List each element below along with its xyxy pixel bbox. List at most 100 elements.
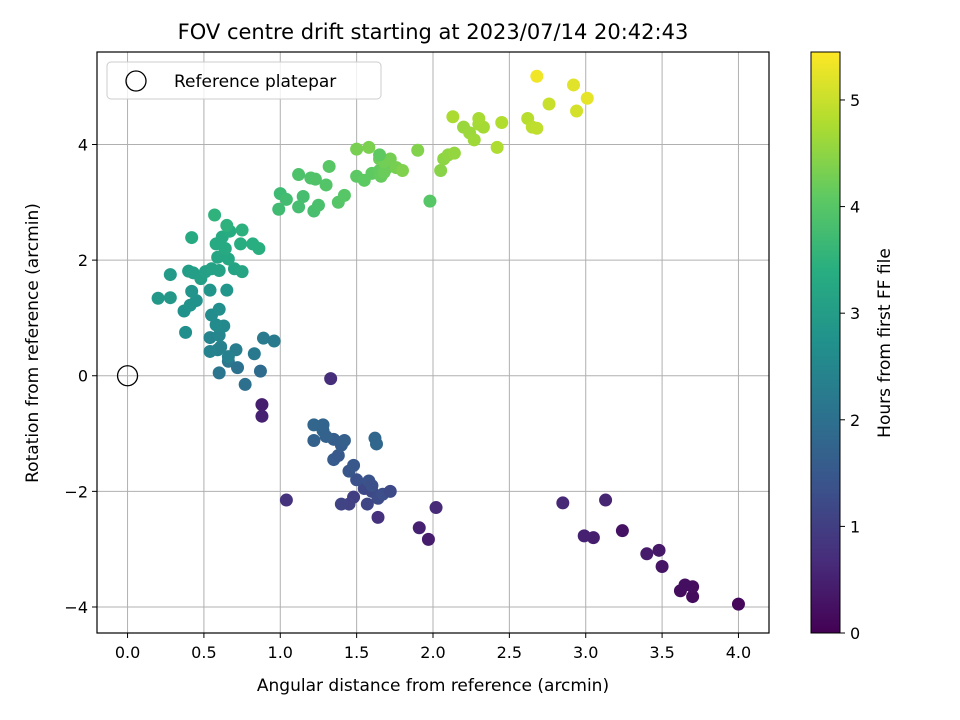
y-tick-label: −4	[64, 598, 88, 617]
x-axis-ticks: 0.0 0.5 1.0 1.5 2.0 2.5 3.0 3.5 4.0	[115, 633, 751, 662]
legend-open-circle-icon	[125, 70, 147, 92]
data-point	[292, 200, 306, 214]
data-point	[235, 265, 249, 279]
data-point	[234, 237, 248, 251]
colorbar-tick-label: 4	[850, 198, 860, 217]
colorbar-gradient	[810, 51, 841, 634]
data-point	[556, 496, 570, 510]
grid-lines	[97, 52, 769, 633]
data-point	[447, 146, 461, 160]
colorbar-ticks: 0 1 2 3 4 5	[840, 91, 860, 643]
data-point	[350, 142, 364, 156]
data-point	[360, 497, 374, 511]
y-axis-ticks: −4 −2 0 2 4	[64, 135, 97, 617]
data-point	[331, 449, 345, 463]
data-point	[412, 521, 426, 535]
data-point	[429, 501, 443, 515]
data-point	[267, 334, 281, 348]
reference-marker	[116, 365, 139, 387]
data-point	[655, 560, 669, 574]
data-point	[231, 361, 245, 375]
data-point	[247, 347, 261, 361]
data-point	[365, 479, 379, 493]
data-point	[495, 116, 509, 130]
y-tick-label: −2	[64, 482, 88, 501]
data-point	[446, 110, 460, 124]
colorbar-tick-label: 5	[850, 91, 860, 110]
data-point	[296, 190, 310, 204]
colorbar-tick-label: 1	[850, 517, 860, 536]
x-tick-label: 4.0	[726, 643, 751, 662]
colorbar: 0 1 2 3 4 5 Hours from first FF file	[810, 51, 895, 643]
data-point	[179, 325, 193, 339]
colorbar-tick-label: 0	[850, 624, 860, 643]
y-tick-label: 2	[78, 251, 88, 270]
data-point	[615, 524, 629, 538]
data-point	[347, 458, 361, 472]
data-point	[183, 298, 197, 312]
y-axis-label: Rotation from reference (arcmin)	[23, 203, 43, 483]
data-point	[316, 418, 330, 432]
data-point	[411, 143, 425, 157]
data-point	[212, 366, 226, 380]
x-tick-label: 2.5	[497, 643, 522, 662]
data-point	[362, 140, 376, 154]
y-tick-label: 0	[78, 367, 88, 386]
data-point	[238, 377, 252, 391]
data-point	[319, 178, 333, 192]
chart-title: FOV centre drift starting at 2023/07/14 …	[178, 20, 689, 44]
data-point	[203, 344, 217, 358]
x-tick-label: 0.0	[115, 643, 140, 662]
data-point	[652, 543, 666, 557]
colorbar-label: Hours from first FF file	[875, 248, 895, 438]
legend-box	[106, 61, 382, 100]
data-point	[255, 409, 269, 423]
data-point	[490, 140, 504, 154]
data-point	[421, 532, 435, 546]
data-point	[292, 168, 306, 182]
data-point	[212, 302, 226, 316]
data-point	[731, 597, 745, 611]
data-point	[640, 547, 654, 561]
y-tick-label: 4	[78, 135, 88, 154]
data-point	[255, 398, 269, 412]
data-point	[308, 172, 322, 186]
data-point	[272, 202, 286, 216]
data-point	[423, 194, 437, 208]
data-point	[530, 69, 544, 83]
data-point	[185, 231, 199, 245]
data-point	[577, 529, 591, 543]
x-tick-label: 1.0	[268, 643, 293, 662]
legend-entry-reference: Reference platepar	[174, 72, 336, 92]
data-point	[580, 91, 594, 105]
data-point	[467, 133, 481, 147]
data-point	[434, 164, 448, 178]
colorbar-tick-label: 2	[850, 411, 860, 430]
data-point	[686, 590, 700, 604]
colorbar-tick-label: 3	[850, 304, 860, 323]
data-point	[395, 164, 409, 178]
x-axis-label: Angular distance from reference (arcmin)	[257, 676, 609, 696]
data-point	[567, 78, 581, 92]
data-point	[530, 121, 544, 135]
data-point	[208, 208, 222, 222]
data-point	[324, 372, 338, 386]
data-point	[373, 148, 387, 162]
data-point	[369, 437, 383, 451]
data-point	[185, 284, 199, 298]
legend: Reference platepar	[106, 61, 382, 100]
data-point	[337, 188, 351, 202]
data-point	[279, 493, 293, 507]
x-tick-label: 1.5	[344, 643, 369, 662]
data-point	[235, 223, 249, 237]
data-point	[221, 252, 235, 266]
data-point	[209, 318, 223, 332]
data-point	[337, 433, 351, 447]
data-point	[334, 497, 348, 511]
data-point	[350, 473, 364, 487]
data-point	[203, 283, 217, 297]
data-point	[542, 97, 556, 111]
data-point	[322, 159, 336, 173]
data-point	[218, 242, 232, 256]
